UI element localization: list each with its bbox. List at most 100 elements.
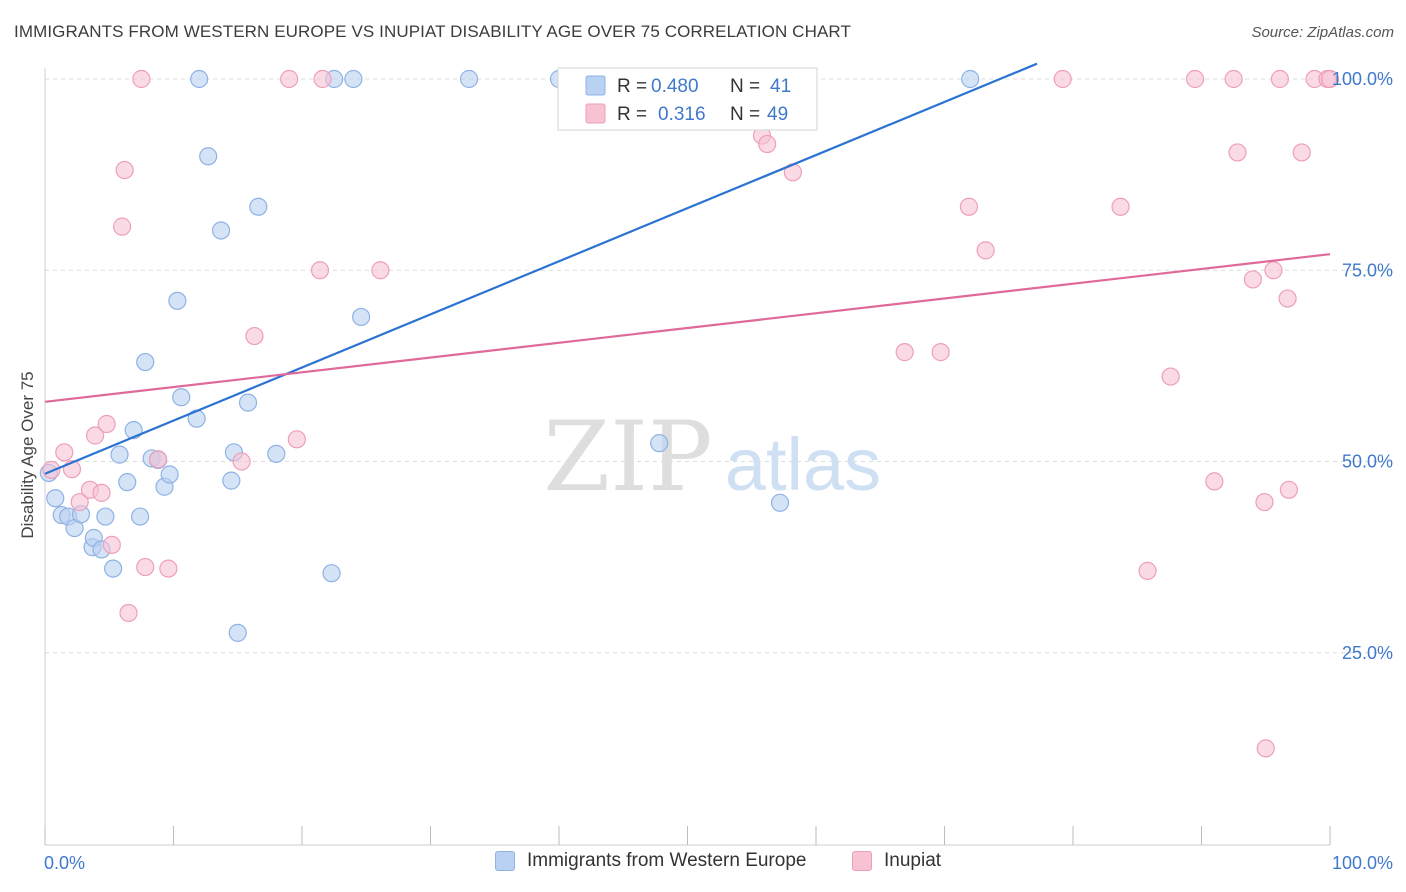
legend-r-label: R = [617, 104, 647, 125]
point-pink [1228, 143, 1247, 162]
x-tick-label: 100.0% [1332, 853, 1393, 873]
point-pink [55, 443, 74, 462]
point-blue [961, 69, 980, 89]
point-blue [249, 197, 268, 216]
watermark-zip: ZIP [543, 401, 712, 513]
point-pink [136, 557, 155, 577]
point-pink [1161, 367, 1180, 386]
point-pink [1224, 69, 1243, 89]
axes [44, 68, 1331, 846]
point-pink [102, 535, 121, 554]
legend-item-inupiat: Inupiat [852, 850, 941, 872]
legend-item-western-europe: Immigrants from Western Europe [495, 850, 806, 872]
x-tick-label: 0.0% [44, 853, 85, 873]
point-pink [1243, 270, 1263, 289]
point-pink [86, 426, 105, 445]
point-blue [211, 221, 231, 240]
point-pink [1111, 197, 1130, 216]
point-pink [70, 492, 89, 512]
y-tick-label: 50.0% [1342, 452, 1393, 472]
point-pink [1138, 561, 1157, 580]
point-pink [1255, 492, 1274, 512]
point-pink [895, 343, 914, 362]
point-pink [1256, 739, 1275, 758]
point-pink [931, 343, 950, 362]
watermark: ZIP atlas [543, 401, 881, 513]
point-pink [97, 414, 116, 434]
trend-lines [44, 62, 1331, 475]
point-pink [371, 261, 390, 280]
point-pink [310, 261, 330, 280]
point-pink [313, 69, 332, 89]
point-blue [199, 147, 218, 166]
point-pink [159, 559, 178, 578]
point-blue [190, 69, 209, 89]
point-pink [959, 197, 979, 216]
gridlines [45, 78, 1392, 654]
point-blue [770, 493, 790, 512]
point-pink [1279, 480, 1298, 499]
source-note: Source: ZipAtlas.com [1251, 24, 1394, 41]
y-tick-label: 100.0% [1332, 69, 1393, 89]
legend-r-value: 0.480 [651, 76, 699, 97]
point-pink [245, 326, 264, 346]
point-blue [172, 388, 191, 407]
point-pink [1185, 69, 1205, 89]
point-pink [1264, 261, 1283, 280]
y-axis-label: Disability Age Over 75 [18, 371, 37, 538]
y-tick-label: 25.0% [1342, 643, 1393, 663]
point-blue [228, 623, 247, 642]
legend-n-label: N = [730, 76, 760, 97]
chart-title: IMMIGRANTS FROM WESTERN EUROPE VS INUPIA… [14, 22, 851, 41]
point-pink [92, 483, 111, 502]
point-pink [232, 452, 251, 471]
legend-label-western-europe: Immigrants from Western Europe [527, 850, 807, 871]
point-blue [110, 445, 129, 464]
bottom-legend: Immigrants from Western Europe Inupiat [0, 850, 1406, 880]
point-pink [976, 241, 995, 260]
legend-n-label: N = [730, 104, 760, 125]
legend-swatch-blue [495, 851, 515, 871]
point-blue [46, 489, 65, 508]
tick-labels: 25.0% 50.0% 75.0% 100.0% 0.0% 100.0% [44, 69, 1393, 873]
point-blue [238, 393, 258, 412]
point-blue [267, 444, 286, 463]
point-pink [1320, 69, 1340, 89]
legend-swatch-blue [585, 75, 606, 96]
point-pink [148, 450, 168, 469]
point-blue [344, 69, 363, 89]
legend-label-inupiat: Inupiat [884, 850, 942, 871]
point-pink [280, 69, 299, 89]
point-pink [1278, 289, 1297, 308]
point-blue [104, 559, 123, 578]
point-blue [222, 471, 241, 490]
point-pink [1292, 143, 1311, 162]
point-blue [118, 473, 137, 492]
watermark-atlas: atlas [725, 423, 881, 506]
legend-n-value: 41 [770, 76, 791, 97]
trend-line-blue [44, 62, 1038, 475]
point-pink [132, 69, 151, 89]
legend-swatch-pink [585, 103, 606, 124]
legend-r-label: R = [617, 76, 647, 97]
legend-swatch-pink [852, 851, 872, 871]
trend-line-pink [44, 253, 1331, 403]
point-blue [352, 307, 371, 327]
legend-n-value: 49 [767, 104, 788, 125]
point-pink [1205, 472, 1224, 491]
y-tick-label: 75.0% [1342, 260, 1393, 280]
point-blue [168, 291, 187, 310]
point-pink [758, 134, 777, 154]
data-points [39, 69, 1340, 758]
point-pink [287, 430, 306, 449]
point-blue [130, 507, 150, 526]
legend-r-value: 0.316 [658, 104, 706, 125]
stats-legend: R = 0.480 N = 41 R = 0.316 N = 49 [557, 67, 818, 131]
point-blue [322, 564, 341, 583]
point-pink [1053, 69, 1072, 89]
point-pink [115, 160, 134, 180]
point-blue [459, 69, 479, 89]
point-blue [136, 352, 155, 372]
point-blue [650, 434, 669, 453]
